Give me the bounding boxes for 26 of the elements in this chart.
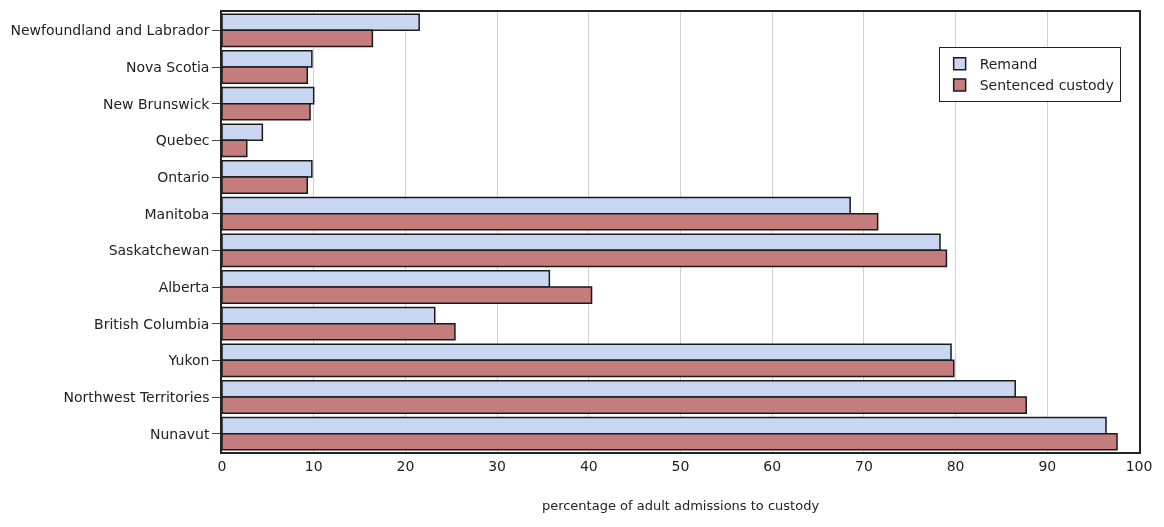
legend-label: Remand (979, 56, 1038, 73)
y-tick-label: Saskatchewan (108, 242, 210, 259)
x-tick-label: 80 (946, 457, 965, 474)
y-tick-label: Alberta (158, 278, 210, 295)
x-tick-label: 70 (854, 457, 873, 474)
legend-label: Sentenced custody (979, 77, 1114, 94)
x-tick-label: 60 (763, 457, 782, 474)
y-tick-label: New Brunswick (102, 95, 211, 112)
x-tick-label: 10 (304, 457, 323, 474)
y-tick-label: Northwest Territories (63, 388, 210, 405)
y-tick-label: Nova Scotia (125, 58, 210, 75)
x-tick-label: 30 (488, 457, 507, 474)
x-tick-label: 40 (579, 457, 598, 474)
x-axis-title: percentage of adult admissions to custody (541, 497, 820, 513)
x-tick-label: 50 (671, 457, 690, 474)
y-tick-label: Ontario (157, 168, 210, 185)
x-tick-label: 90 (1038, 457, 1057, 474)
y-tick-label: Manitoba (144, 205, 210, 222)
x-tick-label: 100 (1125, 457, 1153, 474)
x-tick-label: 20 (396, 457, 415, 474)
y-tick-label: Quebec (155, 132, 210, 149)
y-tick-label: Nunavut (150, 425, 210, 442)
y-tick-label: Yukon (167, 352, 210, 369)
y-tick-label: Newfoundland and Labrador (10, 22, 210, 39)
x-tick-label: 0 (217, 457, 227, 474)
y-tick-label: British Columbia (94, 315, 210, 332)
